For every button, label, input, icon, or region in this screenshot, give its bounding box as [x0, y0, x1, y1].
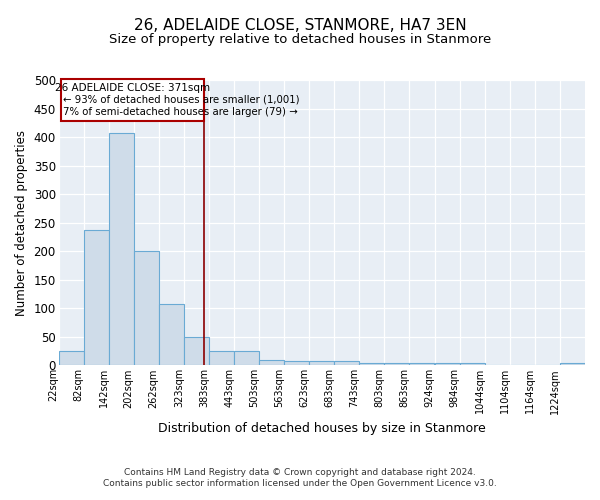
Bar — [284, 362, 309, 366]
Bar — [83, 230, 109, 366]
Bar — [334, 362, 359, 366]
Text: 7% of semi-detached houses are larger (79) →: 7% of semi-detached houses are larger (7… — [63, 107, 298, 117]
Y-axis label: Number of detached properties: Number of detached properties — [15, 130, 28, 316]
Text: Contains HM Land Registry data © Crown copyright and database right 2024.
Contai: Contains HM Land Registry data © Crown c… — [103, 468, 497, 487]
Bar — [184, 338, 209, 365]
Bar — [59, 351, 83, 366]
Bar — [560, 363, 585, 366]
FancyBboxPatch shape — [61, 79, 204, 121]
Text: 26 ADELAIDE CLOSE: 371sqm: 26 ADELAIDE CLOSE: 371sqm — [55, 83, 210, 93]
Bar — [409, 363, 434, 366]
Bar — [359, 363, 385, 366]
Text: 26, ADELAIDE CLOSE, STANMORE, HA7 3EN: 26, ADELAIDE CLOSE, STANMORE, HA7 3EN — [134, 18, 466, 32]
Bar — [109, 133, 134, 366]
Bar — [158, 304, 184, 366]
Bar — [134, 251, 158, 366]
Bar — [209, 351, 234, 366]
X-axis label: Distribution of detached houses by size in Stanmore: Distribution of detached houses by size … — [158, 422, 485, 435]
Bar — [259, 360, 284, 366]
Bar — [309, 362, 334, 366]
Bar — [460, 363, 485, 366]
Bar — [435, 363, 460, 366]
Bar — [234, 351, 259, 366]
Text: Size of property relative to detached houses in Stanmore: Size of property relative to detached ho… — [109, 32, 491, 46]
Text: ← 93% of detached houses are smaller (1,001): ← 93% of detached houses are smaller (1,… — [63, 95, 299, 105]
Bar — [385, 363, 409, 366]
